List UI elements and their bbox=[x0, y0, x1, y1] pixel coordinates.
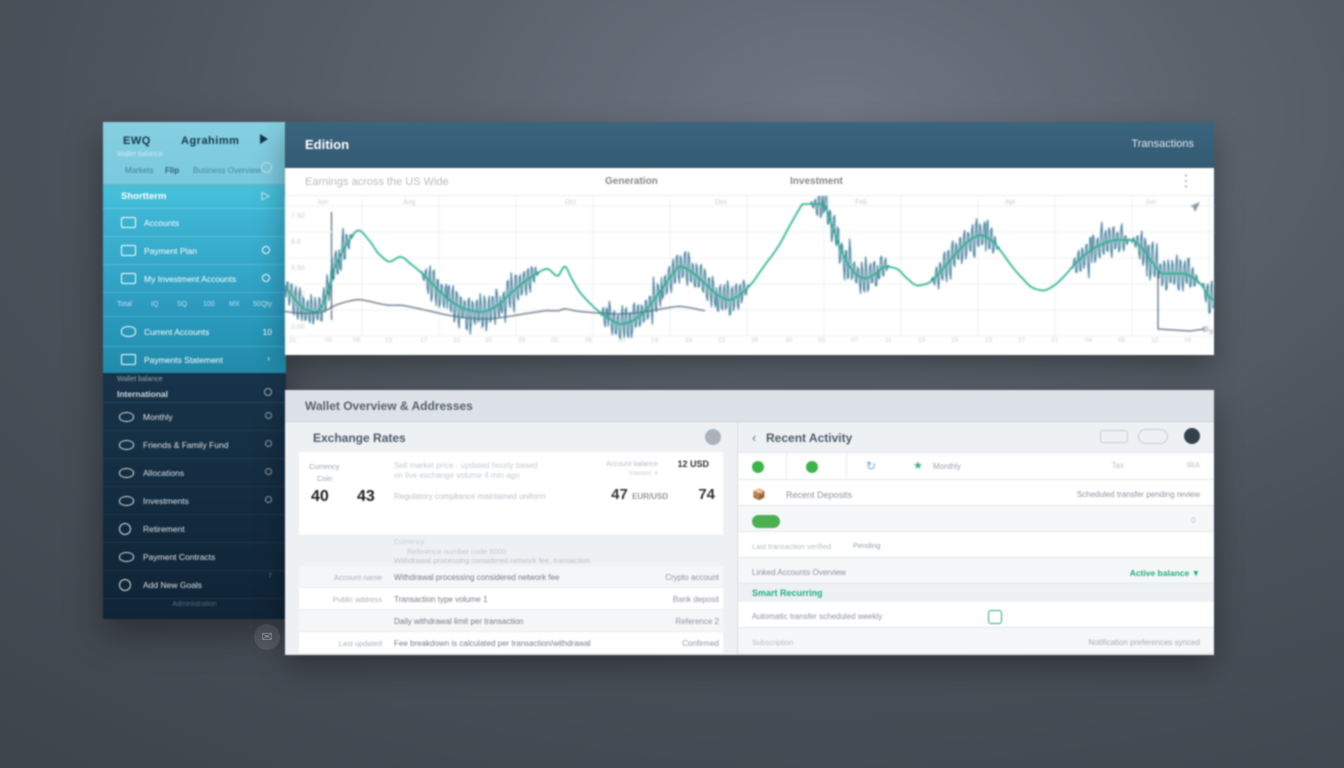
svg-text:9: 9 bbox=[1209, 329, 1213, 336]
